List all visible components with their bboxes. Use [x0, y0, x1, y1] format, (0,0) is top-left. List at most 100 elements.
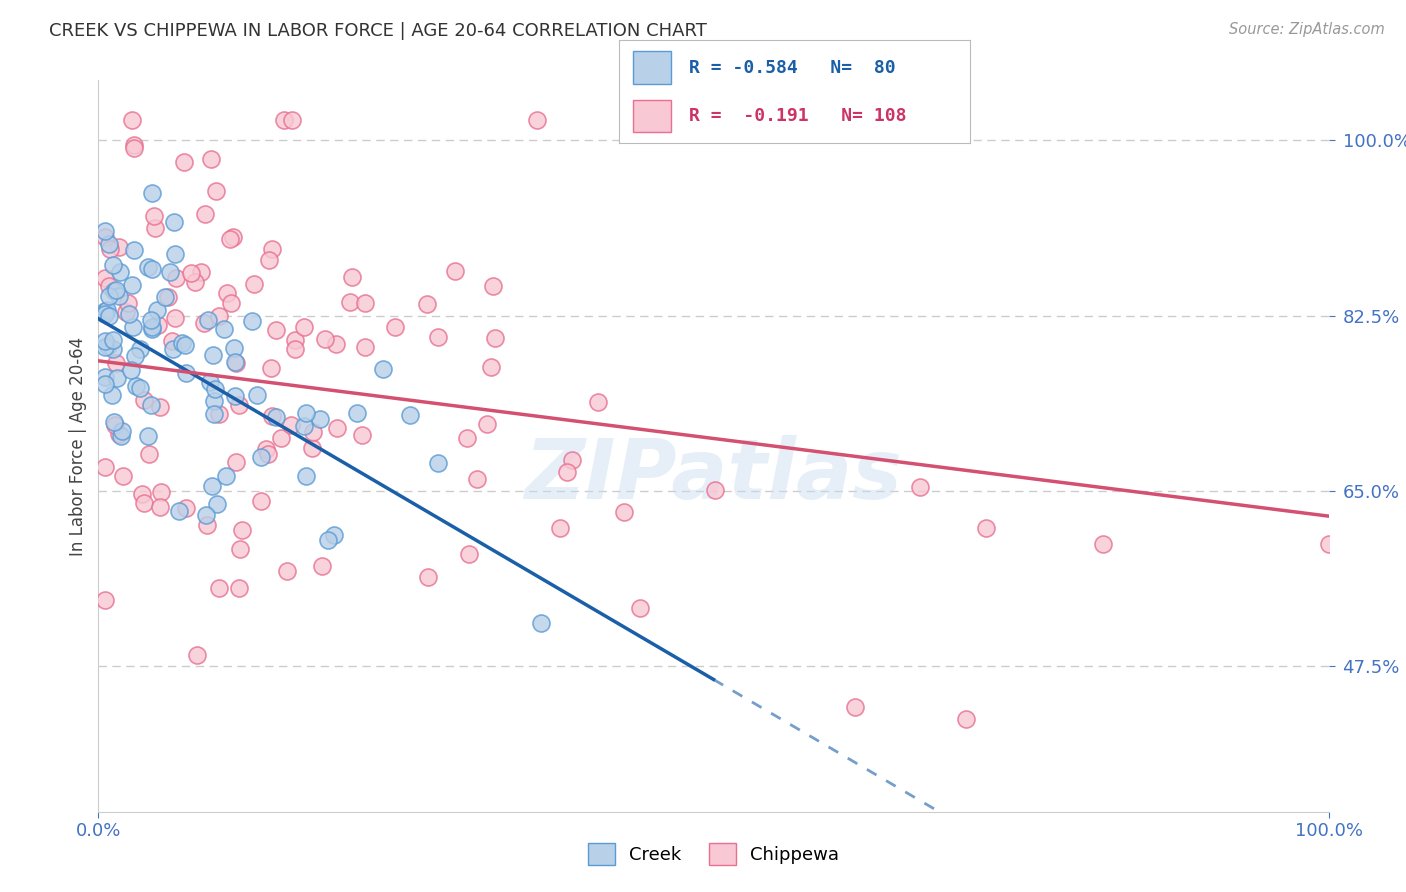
Point: [479, 359, 502, 374]
Point: [108, 265, 131, 279]
Point: [93, 334, 115, 349]
Point: [212, 322, 235, 336]
Point: [129, 381, 152, 395]
Point: [142, 209, 165, 223]
Point: [202, 407, 225, 421]
Point: [186, 648, 208, 662]
Point: [174, 366, 197, 380]
Point: [326, 420, 349, 434]
Point: [141, 186, 163, 201]
Point: [124, 350, 146, 364]
Point: [194, 508, 217, 522]
Point: [612, 505, 634, 519]
Point: [322, 528, 344, 542]
Point: [228, 398, 250, 412]
Point: [264, 323, 287, 337]
Point: [246, 388, 269, 402]
Point: [93, 340, 115, 354]
Point: [111, 424, 134, 438]
Point: [98, 237, 121, 252]
Point: [121, 113, 143, 128]
Point: [98, 243, 121, 257]
Point: [93, 377, 115, 392]
Point: [342, 270, 364, 285]
Text: R = -0.584   N=  80: R = -0.584 N= 80: [689, 59, 896, 77]
Point: [190, 265, 212, 279]
Point: [173, 155, 195, 169]
Point: [228, 542, 250, 557]
Point: [249, 450, 271, 465]
Text: ZIPatlas: ZIPatlas: [524, 434, 903, 516]
Point: [704, 483, 727, 497]
Point: [465, 472, 488, 486]
Point: [104, 355, 127, 369]
Point: [118, 307, 141, 321]
Point: [294, 406, 316, 420]
Point: [197, 313, 219, 327]
Point: [94, 459, 117, 474]
Point: [257, 252, 280, 267]
Point: [183, 275, 205, 289]
Text: R =  -0.191   N= 108: R = -0.191 N= 108: [689, 107, 907, 125]
Point: [112, 468, 135, 483]
Point: [526, 113, 548, 128]
Point: [309, 412, 332, 426]
Point: [530, 615, 553, 630]
Point: [138, 447, 160, 461]
Point: [107, 288, 129, 302]
Point: [93, 369, 115, 384]
Point: [1092, 537, 1115, 551]
Point: [162, 334, 184, 348]
Point: [256, 446, 278, 460]
Point: [105, 370, 128, 384]
Point: [418, 570, 440, 584]
Point: [208, 581, 231, 595]
Point: [104, 418, 127, 433]
Point: [141, 322, 163, 336]
Point: [325, 337, 347, 351]
Point: [281, 113, 304, 128]
Point: [180, 266, 202, 280]
Point: [150, 484, 173, 499]
Point: [481, 279, 503, 293]
Point: [93, 593, 115, 607]
Point: [149, 401, 172, 415]
Point: [159, 265, 181, 279]
Point: [162, 343, 184, 357]
Point: [1317, 536, 1340, 550]
Point: [276, 564, 298, 578]
Point: [163, 247, 186, 261]
Point: [555, 465, 578, 479]
Point: [204, 185, 226, 199]
Point: [270, 431, 292, 445]
Point: [292, 419, 315, 434]
Point: [240, 314, 263, 328]
Point: [97, 309, 120, 323]
Point: [260, 409, 283, 423]
Point: [314, 332, 336, 346]
Point: [149, 500, 172, 514]
Point: [93, 307, 115, 321]
Point: [301, 441, 323, 455]
Text: Source: ZipAtlas.com: Source: ZipAtlas.com: [1229, 22, 1385, 37]
Point: [122, 137, 145, 152]
Point: [200, 375, 222, 389]
Point: [132, 392, 155, 407]
Point: [163, 311, 186, 326]
Point: [630, 600, 652, 615]
Point: [456, 431, 478, 445]
Point: [103, 415, 125, 429]
Point: [115, 305, 138, 319]
Point: [354, 340, 377, 354]
Point: [231, 523, 253, 537]
Point: [219, 232, 242, 246]
Point: [443, 264, 465, 278]
Point: [373, 361, 395, 376]
Point: [284, 343, 307, 357]
Point: [294, 469, 316, 483]
Point: [280, 417, 302, 432]
Point: [260, 243, 283, 257]
Point: [167, 504, 190, 518]
Point: [157, 290, 180, 304]
Point: [153, 290, 176, 304]
